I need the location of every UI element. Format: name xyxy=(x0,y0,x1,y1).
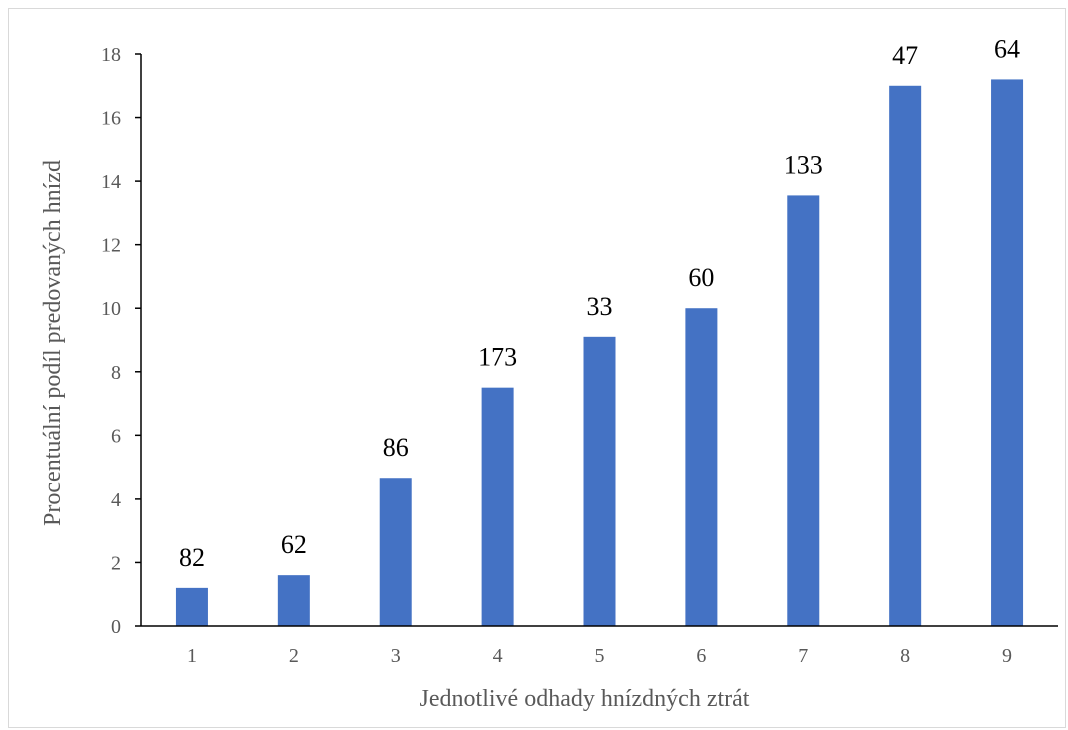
bar-1 xyxy=(175,587,208,626)
y-tick-label: 0 xyxy=(111,616,121,638)
data-label-1: 82 xyxy=(179,543,205,572)
data-label-3: 86 xyxy=(383,433,409,462)
data-label-9: 64 xyxy=(994,34,1020,63)
bars xyxy=(175,79,1024,627)
y-axis-title: Procentuální podíl predovaných hnízd xyxy=(40,160,66,526)
bar-2 xyxy=(277,575,310,626)
x-tick-label: 5 xyxy=(595,645,605,667)
y-tick-label: 2 xyxy=(111,552,121,574)
x-tick-label: 1 xyxy=(187,645,197,667)
x-tick-label: 8 xyxy=(900,645,910,667)
data-label-2: 62 xyxy=(281,530,307,559)
x-tick-label: 2 xyxy=(289,645,299,667)
y-axis-ticks: 0 2 4 6 8 10 12 14 16 18 xyxy=(101,44,141,638)
x-axis-ticks: 1 2 3 4 5 6 7 8 9 xyxy=(187,645,1012,667)
data-label-8: 47 xyxy=(892,41,918,70)
x-tick-label: 9 xyxy=(1002,645,1012,667)
y-tick-label: 14 xyxy=(101,171,121,193)
x-tick-label: 6 xyxy=(696,645,706,667)
x-tick-label: 7 xyxy=(798,645,808,667)
bar-5 xyxy=(583,336,616,626)
x-tick-label: 3 xyxy=(391,645,401,667)
y-tick-label: 4 xyxy=(111,489,121,511)
y-tick-label: 10 xyxy=(101,298,121,320)
data-label-6: 60 xyxy=(688,263,714,292)
bar-6 xyxy=(685,308,718,626)
x-tick-label: 4 xyxy=(493,645,503,667)
data-label-7: 133 xyxy=(784,150,823,179)
data-label-5: 33 xyxy=(587,292,613,321)
bar-9 xyxy=(991,79,1024,626)
y-tick-label: 8 xyxy=(111,362,121,384)
y-tick-label: 18 xyxy=(101,44,121,66)
y-tick-label: 16 xyxy=(101,108,121,130)
bar-4 xyxy=(481,387,514,626)
x-axis-title: Jednotlivé odhady hnízdných ztrát xyxy=(420,686,750,712)
bar-7 xyxy=(787,195,820,626)
bar-8 xyxy=(889,85,922,627)
bar-3 xyxy=(379,478,412,626)
y-tick-label: 12 xyxy=(101,235,121,257)
data-labels: 82 62 86 173 33 60 133 47 64 xyxy=(179,34,1020,571)
y-tick-label: 6 xyxy=(111,425,121,447)
data-label-4: 173 xyxy=(478,343,517,372)
